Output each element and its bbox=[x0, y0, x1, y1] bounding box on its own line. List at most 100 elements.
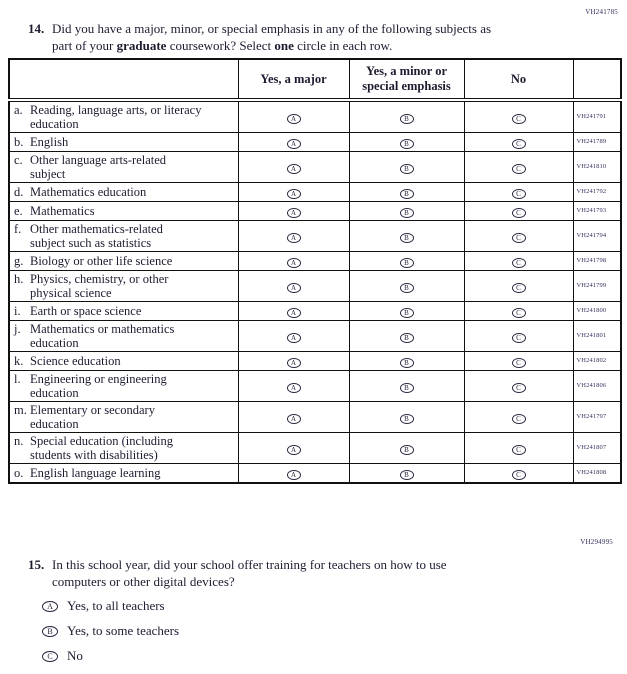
q15-option-yes-all: A Yes, to all teachers bbox=[42, 598, 179, 614]
bubble-no[interactable]: C bbox=[511, 233, 526, 243]
row-code: VH241798 bbox=[572, 251, 622, 271]
bubble-no[interactable]: C bbox=[511, 189, 526, 199]
option-bubble-a[interactable]: A bbox=[42, 600, 58, 612]
row-code: VH241800 bbox=[572, 301, 622, 321]
bubble-yes-major[interactable]: A bbox=[286, 333, 301, 343]
bubble-no[interactable]: C bbox=[511, 358, 526, 368]
option-label: Yes, to some teachers bbox=[67, 623, 180, 638]
bubble-no[interactable]: C bbox=[511, 283, 526, 293]
bubble-no[interactable]: C bbox=[511, 414, 526, 424]
table-row-b: b. English A B C VH241789 bbox=[8, 132, 622, 152]
row-code: VH241806 bbox=[572, 370, 622, 402]
bubble-yes-major[interactable]: A bbox=[286, 139, 301, 149]
row-letter: k. bbox=[14, 354, 24, 368]
table-row-o: o. English language learning A B C VH2418… bbox=[8, 463, 622, 483]
header-yes-major: Yes, a major bbox=[237, 58, 350, 102]
bubble-no[interactable]: C bbox=[511, 114, 526, 124]
bubble-yes-major[interactable]: A bbox=[286, 358, 301, 368]
question-15: 15. In this school year, did your school… bbox=[28, 556, 582, 590]
option-bubble-b[interactable]: B bbox=[42, 625, 58, 637]
bubble-yes-minor[interactable]: B bbox=[399, 283, 414, 293]
bubble-yes-minor[interactable]: B bbox=[399, 358, 414, 368]
bubble-yes-minor[interactable]: B bbox=[399, 208, 414, 218]
row-code: VH241810 bbox=[572, 151, 622, 183]
option-bubble-c[interactable]: C bbox=[42, 650, 58, 662]
bubble-yes-minor[interactable]: B bbox=[399, 139, 414, 149]
bubble-yes-minor[interactable]: B bbox=[399, 414, 414, 424]
bubble-no[interactable]: C bbox=[511, 164, 526, 174]
row-letter: d. bbox=[14, 185, 24, 199]
q15-option-no: C No bbox=[42, 648, 179, 664]
row-label: Science education bbox=[30, 354, 121, 368]
row-label: Other language arts-related subject bbox=[30, 153, 167, 181]
row-letter: l. bbox=[14, 372, 21, 386]
bubble-yes-major[interactable]: A bbox=[286, 189, 301, 199]
q15-options: A Yes, to all teachers B Yes, to some te… bbox=[42, 598, 179, 673]
row-label: Physics, chemistry, or other physical sc… bbox=[30, 272, 169, 300]
bubble-yes-major[interactable]: A bbox=[286, 414, 301, 424]
table-row-k: k. Science education A B C VH241802 bbox=[8, 351, 622, 371]
bubble-no[interactable]: C bbox=[511, 469, 526, 480]
table-row-j: j. Mathematics or mathematics education A… bbox=[8, 320, 622, 352]
question-14-bold-one: one bbox=[274, 38, 294, 53]
bubble-yes-major[interactable]: A bbox=[286, 164, 301, 174]
bubble-yes-major[interactable]: A bbox=[286, 233, 301, 243]
bubble-yes-major[interactable]: A bbox=[286, 469, 301, 480]
bubble-no[interactable]: C bbox=[511, 139, 526, 149]
bubble-no[interactable]: C bbox=[511, 383, 526, 393]
bubble-no[interactable]: C bbox=[511, 308, 526, 318]
bubble-yes-minor[interactable]: B bbox=[399, 258, 414, 268]
bubble-no[interactable]: C bbox=[511, 333, 526, 343]
row-label: Elementary or secondary education bbox=[30, 403, 155, 431]
table-row-i: i. Earth or space science A B C VH241800 bbox=[8, 301, 622, 321]
bubble-yes-major[interactable]: A bbox=[286, 445, 301, 455]
bubble-yes-minor[interactable]: B bbox=[399, 164, 414, 174]
table-row-c: c. Other language arts-related subject A … bbox=[8, 151, 622, 183]
question-14: 14. Did you have a major, minor, or spec… bbox=[28, 20, 582, 54]
table-row-f: f. Other mathematics-related subject such… bbox=[8, 220, 622, 252]
question-15-number: 15. bbox=[28, 557, 45, 572]
option-label: No bbox=[67, 648, 83, 663]
bubble-yes-minor[interactable]: B bbox=[399, 445, 414, 455]
bubble-yes-major[interactable]: A bbox=[286, 208, 301, 218]
bubble-yes-minor[interactable]: B bbox=[399, 189, 414, 199]
row-label: Biology or other life science bbox=[30, 254, 173, 268]
table-row-l: l. Engineering or engineering education A… bbox=[8, 370, 622, 402]
row-letter: e. bbox=[14, 204, 23, 218]
row-label: Earth or space science bbox=[30, 304, 142, 318]
bubble-yes-minor[interactable]: B bbox=[399, 333, 414, 343]
bubble-yes-major[interactable]: A bbox=[286, 114, 301, 124]
page-code-top: VH241785 bbox=[585, 8, 618, 16]
bubble-yes-minor[interactable]: B bbox=[399, 114, 414, 124]
row-code: VH241789 bbox=[572, 132, 622, 152]
row-label: Mathematics or mathematics education bbox=[30, 322, 175, 350]
bubble-yes-minor[interactable]: B bbox=[399, 383, 414, 393]
row-letter: b. bbox=[14, 135, 24, 149]
bubble-yes-minor[interactable]: B bbox=[399, 308, 414, 318]
page-code-mid: VH294995 bbox=[580, 538, 613, 546]
bubble-yes-major[interactable]: A bbox=[286, 258, 301, 268]
row-code: VH241792 bbox=[572, 182, 622, 202]
bubble-no[interactable]: C bbox=[511, 208, 526, 218]
bubble-yes-major[interactable]: A bbox=[286, 383, 301, 393]
question-14-bold-graduate: graduate bbox=[116, 38, 167, 53]
bubble-yes-minor[interactable]: B bbox=[399, 233, 414, 243]
header-yes-minor: Yes, a minor or special emphasis bbox=[348, 58, 465, 102]
bubble-yes-major[interactable]: A bbox=[286, 283, 301, 293]
bubble-yes-major[interactable]: A bbox=[286, 308, 301, 318]
question-14-text: Did you have a major, minor, or special … bbox=[52, 20, 582, 54]
bubble-yes-minor[interactable]: B bbox=[399, 469, 414, 480]
question-14-text-part1: Did you have a major, minor, or special … bbox=[52, 21, 492, 53]
header-code-blank bbox=[572, 58, 622, 102]
row-letter: n. bbox=[14, 434, 24, 448]
row-code: VH241793 bbox=[572, 201, 622, 221]
bubble-no[interactable]: C bbox=[511, 445, 526, 455]
bubble-no[interactable]: C bbox=[511, 258, 526, 268]
row-letter: i. bbox=[14, 304, 21, 318]
table-header-row: Yes, a major Yes, a minor or special emp… bbox=[8, 58, 622, 102]
table-row-a: a. Reading, language arts, or literacy ed… bbox=[8, 99, 622, 133]
row-label: Special education (including students wi… bbox=[30, 434, 174, 462]
table-row-g: g. Biology or other life science A B C VH… bbox=[8, 251, 622, 271]
table-row-d: d. Mathematics education A B C VH241792 bbox=[8, 182, 622, 202]
row-label: Other mathematics-related subject such a… bbox=[30, 222, 163, 250]
